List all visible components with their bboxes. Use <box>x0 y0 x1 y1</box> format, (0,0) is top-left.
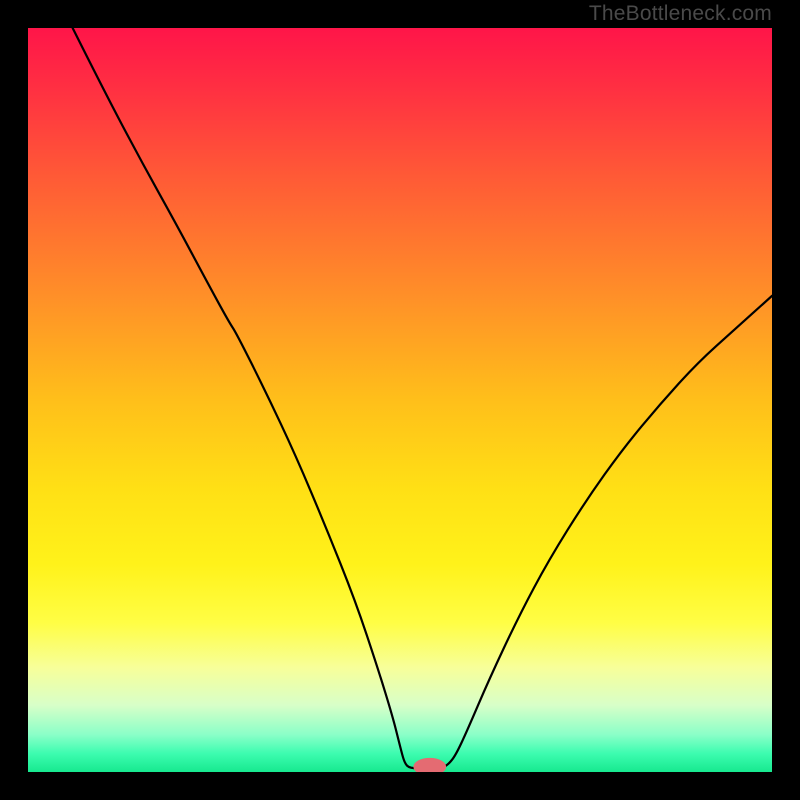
chart-background <box>28 28 772 772</box>
plot-area <box>28 28 772 772</box>
chart-frame: TheBottleneck.com <box>0 0 800 800</box>
bottleneck-chart <box>28 28 772 772</box>
watermark-text: TheBottleneck.com <box>589 2 772 26</box>
